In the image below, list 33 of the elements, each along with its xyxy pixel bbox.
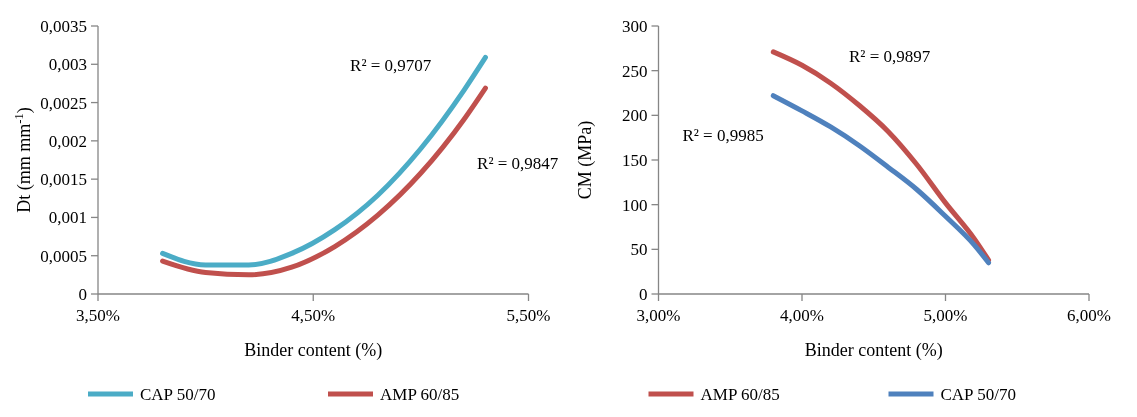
x-tick-label: 3,00% bbox=[636, 306, 681, 325]
y-tick-label: 200 bbox=[622, 106, 648, 126]
x-tick-label: 5,00% bbox=[923, 306, 968, 325]
y-tick-label: 0,0025 bbox=[40, 93, 87, 113]
x-tick-label: 4,50% bbox=[291, 306, 336, 325]
y-tick-label: 100 bbox=[622, 195, 648, 215]
y-tick-label: 0,0035 bbox=[40, 16, 87, 36]
x-tick-label: 6,00% bbox=[1067, 306, 1111, 325]
annotation: R² = 0,9985 bbox=[682, 126, 764, 146]
y-tick-label: 0,003 bbox=[48, 55, 87, 75]
x-tick-label: 3,50% bbox=[76, 306, 120, 325]
legend-label: CAP 50/70 bbox=[140, 384, 216, 404]
legend-label: CAP 50/70 bbox=[940, 384, 1016, 404]
annotation: R² = 0,9707 bbox=[350, 56, 432, 76]
y-tick-label: 300 bbox=[622, 16, 648, 36]
y-tick-label: 0 bbox=[78, 284, 87, 304]
annotation: R² = 0,9897 bbox=[849, 47, 931, 67]
y-tick-label: 150 bbox=[622, 150, 648, 170]
annotation: R² = 0,9847 bbox=[477, 153, 559, 173]
legend-label: AMP 60/85 bbox=[700, 384, 780, 404]
y-axis-title: CM (MPa) bbox=[574, 120, 596, 200]
y-tick-label: 0,0015 bbox=[40, 170, 87, 190]
x-tick-label: 5,50% bbox=[506, 306, 551, 325]
x-axis-title: Binder content (%) bbox=[804, 340, 943, 361]
y-tick-label: 0,0005 bbox=[40, 246, 87, 266]
legend-label: AMP 60/85 bbox=[380, 384, 460, 404]
x-axis-title: Binder content (%) bbox=[244, 340, 383, 361]
y-tick-label: 50 bbox=[630, 240, 648, 260]
y-tick-label: 0,001 bbox=[48, 208, 87, 228]
y-tick-label: 250 bbox=[622, 61, 648, 81]
x-tick-label: 4,00% bbox=[780, 306, 824, 325]
y-tick-label: 0,002 bbox=[48, 131, 87, 151]
y-tick-label: 0 bbox=[639, 284, 648, 304]
